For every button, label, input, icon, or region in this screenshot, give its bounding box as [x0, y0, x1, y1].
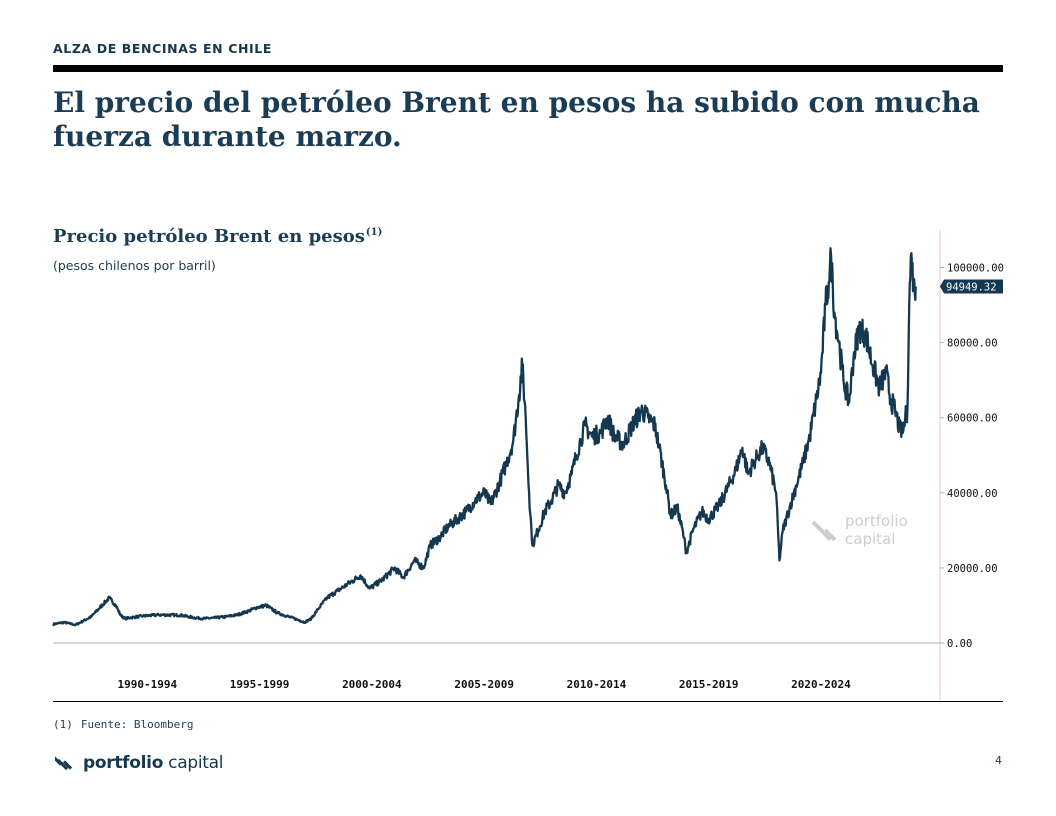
bottom-rule	[53, 701, 1003, 702]
footnote-text: Fuente: Bloomberg	[80, 718, 194, 731]
x-tick-label: 2020-2024	[791, 678, 851, 691]
watermark-line-1: portfolio	[845, 512, 908, 530]
chart-title-text: Precio petróleo Brent en pesos	[53, 226, 365, 247]
top-rule	[53, 65, 1003, 72]
page-headline: El precio del petróleo Brent en pesos ha…	[53, 86, 1013, 154]
y-tick-label: 100000.00	[947, 263, 1004, 275]
y-tick-label: 40000.00	[947, 488, 998, 500]
chart-subtitle: (pesos chilenos por barril)	[53, 258, 216, 273]
x-tick-label: 1990-1994	[118, 678, 178, 691]
logo-wordmark: portfolio capital	[83, 753, 223, 773]
page-number: 4	[995, 754, 1002, 767]
headline-line-2: fuerza durante marzo.	[53, 120, 402, 153]
y-tick-label: 80000.00	[947, 338, 998, 350]
footnote: (1) Fuente: Bloomberg	[53, 718, 193, 731]
y-tick-label: 60000.00	[947, 413, 998, 425]
x-tick-label: 2015-2019	[679, 678, 739, 691]
last-value-badge	[940, 279, 1003, 294]
logo-mark-icon	[55, 756, 73, 771]
y-tick-label: 0.00	[947, 638, 972, 650]
last-value-label: 94949.32	[940, 279, 1003, 294]
logo-regular-text: capital	[163, 753, 224, 773]
series-line-brent	[52, 247, 917, 627]
y-axis-ticks: 0.00 20000.00 40000.00 60000.00 80000.00 1000…	[940, 263, 1004, 650]
watermark-line-2: capital	[845, 530, 895, 548]
logo-bold-text: portfolio	[83, 753, 164, 773]
section-label: ALZA DE BENCINAS EN CHILE	[53, 41, 272, 56]
footnote-number: (1)	[53, 718, 73, 731]
x-axis-ticks: 1990-1994 1995-1999 2000-2004 2005-2009 2010…	[118, 678, 852, 691]
portfolio-capital-logo: portfolio capital	[55, 750, 223, 776]
y-tick-label: 20000.00	[947, 563, 998, 575]
x-tick-label: 2005-2009	[454, 678, 514, 691]
chart-title: Precio petróleo Brent en pesos(1)	[53, 226, 382, 247]
last-value-text: 94949.32	[946, 282, 997, 294]
x-tick-label: 1995-1999	[230, 678, 290, 691]
x-tick-label: 2000-2004	[342, 678, 402, 691]
chart-title-superscript: (1)	[365, 227, 383, 238]
x-tick-label: 2010-2014	[567, 678, 627, 691]
watermark-logo-icon	[811, 520, 837, 542]
watermark: portfolio capital	[811, 512, 908, 548]
headline-line-1: El precio del petróleo Brent en pesos ha…	[53, 86, 980, 119]
